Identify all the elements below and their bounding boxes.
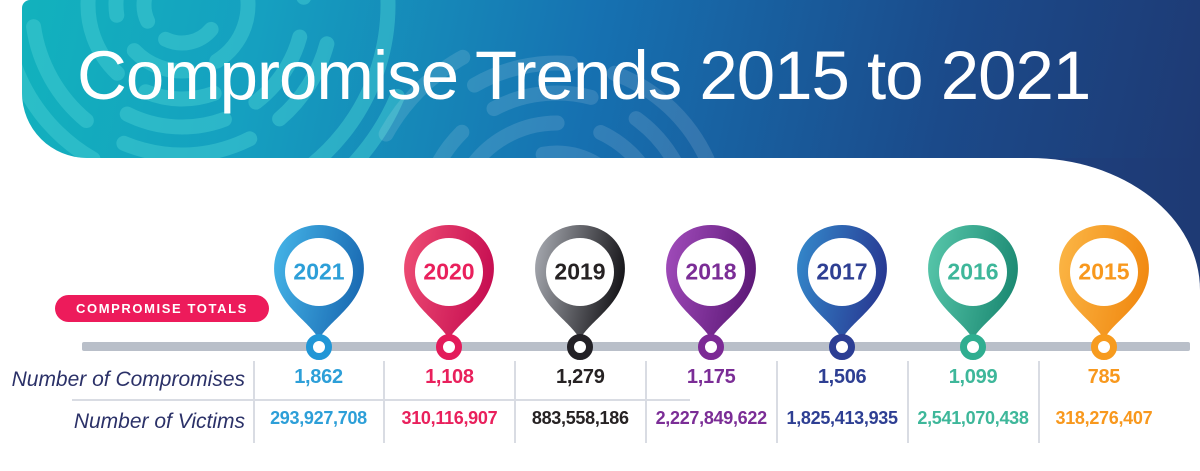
column-divider <box>907 361 909 443</box>
column-divider <box>383 361 386 443</box>
pin-inner-circle <box>808 238 877 306</box>
value-victims-2019: 883,558,186 <box>531 408 629 428</box>
pin-year-label: 2015 <box>1078 259 1129 285</box>
value-compromises-2020: 1,108 <box>425 366 474 388</box>
pin-year-label: 2018 <box>686 259 737 285</box>
pin-inner-circle <box>939 238 1007 306</box>
pin-year-label: 2019 <box>555 259 606 285</box>
row-label-victims: Number of Victims <box>73 410 245 433</box>
column-divider <box>1037 361 1040 443</box>
value-victims-2020: 310,116,907 <box>401 408 498 428</box>
pin-year-label: 2016 <box>947 259 998 285</box>
column-divider <box>776 361 779 443</box>
value-victims-2017: 1,825,413,935 <box>786 408 898 428</box>
pin-inner-circle <box>546 238 615 306</box>
pin-anchor-ring <box>436 334 463 360</box>
pin-anchor-ring <box>567 334 594 360</box>
pin-anchor-ring <box>829 334 856 360</box>
value-compromises-2019: 1,279 <box>556 366 605 388</box>
value-compromises-2017: 1,506 <box>817 366 867 388</box>
value-compromises-2015: 785 <box>1087 366 1121 388</box>
row-label-compromises: Number of Compromises <box>11 368 245 391</box>
pin-inner-circle <box>284 238 353 306</box>
fingerprint-pattern-icon <box>22 0 760 158</box>
pin-anchor-ring <box>1090 334 1117 360</box>
value-compromises-2018: 1,175 <box>686 366 736 388</box>
pin-inner-circle <box>1069 238 1138 306</box>
value-victims-2016: 2,541,070,438 <box>917 408 1029 428</box>
value-victims-2018: 2,227,849,622 <box>655 408 768 428</box>
badge-label: COMPROMISE TOTALS <box>76 301 248 316</box>
year-pin-2016: 2016 <box>928 225 1018 360</box>
year-pin-2019: 2019 <box>535 225 626 360</box>
value-victims-2015: 318,276,407 <box>1055 408 1153 428</box>
pin-year-label: 2020 <box>424 259 475 285</box>
year-pin-2017: 2017 <box>797 225 888 360</box>
row-divider-line <box>72 399 690 401</box>
pin-anchor-ring <box>305 334 332 360</box>
timeline-bar <box>82 342 1190 351</box>
year-pin-2021: 2021 <box>273 225 364 360</box>
value-victims-2021: 293,927,708 <box>270 408 367 428</box>
pin-year-label: 2021 <box>293 259 344 285</box>
year-pin-2020: 2020 <box>404 225 495 360</box>
year-pin-2018: 2018 <box>666 225 757 360</box>
column-divider <box>514 361 517 443</box>
page-title: Compromise Trends 2015 to 2021 <box>77 37 1091 114</box>
pin-inner-circle <box>415 238 484 306</box>
value-compromises-2021: 1,862 <box>294 366 343 388</box>
value-compromises-2016: 1,099 <box>948 366 998 388</box>
year-pin-2015: 2015 <box>1058 225 1149 360</box>
column-divider <box>645 361 648 443</box>
column-divider <box>252 361 255 443</box>
pin-anchor-ring <box>698 334 725 360</box>
compromise-totals-badge: COMPROMISE TOTALS <box>55 295 269 322</box>
header-banner: Compromise Trends 2015 to 2021 <box>22 0 1200 158</box>
pin-inner-circle <box>677 238 746 306</box>
pin-anchor-ring <box>960 334 986 360</box>
pin-year-label: 2017 <box>817 259 868 285</box>
